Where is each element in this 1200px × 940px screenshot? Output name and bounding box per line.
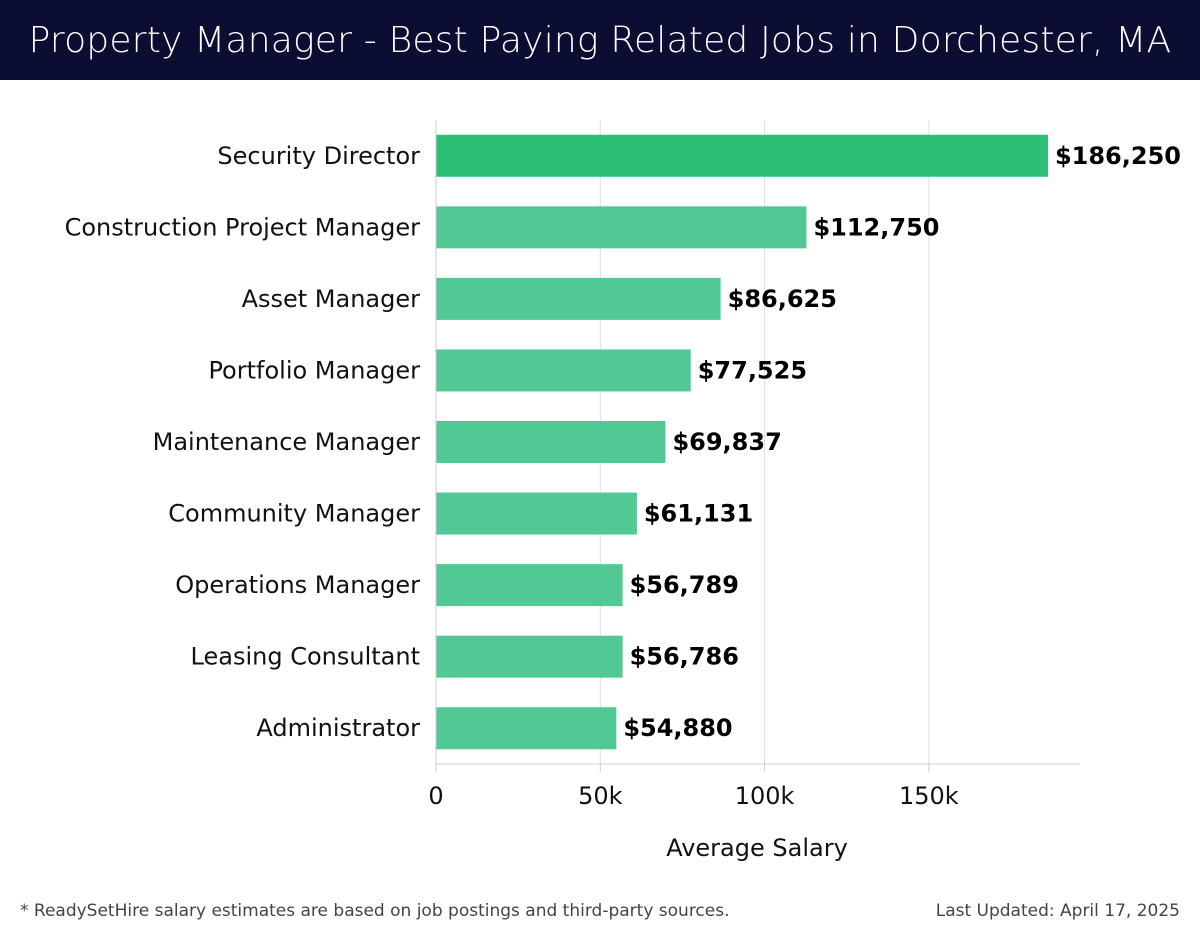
value-label: $86,625: [728, 285, 837, 313]
value-label: $112,750: [813, 213, 939, 241]
category-label: Administrator: [256, 714, 420, 742]
x-tick-label: 0: [428, 782, 443, 810]
value-label: $77,525: [698, 356, 807, 384]
category-label: Leasing Consultant: [191, 643, 420, 671]
bar: [436, 707, 617, 750]
footer-note: * ReadySetHire salary estimates are base…: [20, 901, 730, 921]
last-updated: Last Updated: April 17, 2025: [935, 901, 1180, 921]
category-label: Asset Manager: [242, 285, 421, 313]
axes: 0 50k 100k 150k Security Director $186,250 Con…: [65, 120, 1181, 810]
value-label: $56,789: [630, 571, 739, 599]
category-label: Security Director: [217, 142, 420, 170]
x-axis-title: Average Salary: [666, 834, 848, 862]
value-label: $69,837: [672, 428, 781, 456]
value-label: $186,250: [1055, 142, 1181, 170]
value-label: $61,131: [644, 500, 753, 528]
category-label: Construction Project Manager: [65, 213, 421, 241]
x-tick-label: 100k: [735, 782, 795, 810]
page-title: Property Manager - Best Paying Related J…: [0, 0, 1200, 80]
value-label: $56,786: [630, 643, 739, 671]
x-tick-label: 50k: [578, 782, 623, 810]
bar: [436, 277, 721, 320]
bar: [436, 349, 691, 392]
category-label: Maintenance Manager: [153, 428, 421, 456]
category-label: Community Manager: [168, 500, 420, 528]
bar: [436, 134, 1048, 177]
salary-bar-chart: 0 50k 100k 150k Security Director $186,250 Con…: [65, 120, 1181, 862]
bar: [436, 492, 637, 535]
value-label: $54,880: [623, 714, 732, 742]
bar: [436, 564, 623, 607]
bar: [436, 635, 623, 678]
category-label: Portfolio Manager: [208, 356, 420, 384]
bar: [436, 421, 666, 463]
category-label: Operations Manager: [175, 571, 420, 599]
x-tick-label: 150k: [899, 782, 959, 810]
bar: [436, 206, 807, 249]
bars: [436, 134, 1048, 750]
